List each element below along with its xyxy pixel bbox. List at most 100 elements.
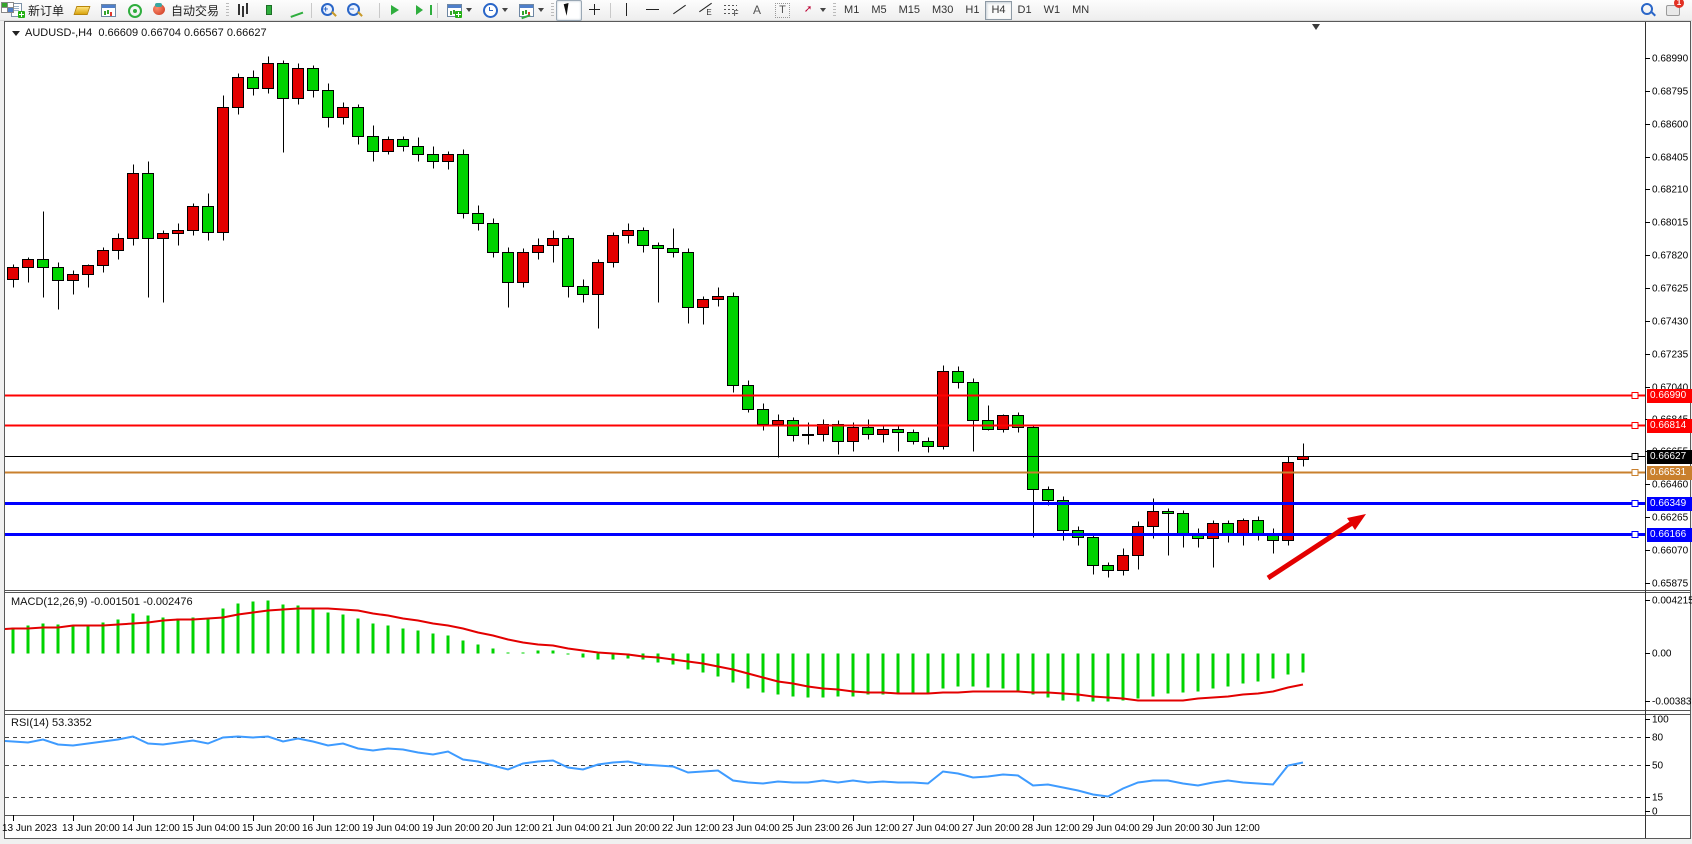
time-tick-label: 30 Jun 12:00 (1202, 823, 1260, 834)
candle (412, 146, 424, 155)
macd-bar (881, 653, 885, 695)
macd-bar (851, 653, 855, 697)
clock-icon (482, 2, 499, 18)
cursor-tool-button[interactable] (556, 0, 583, 21)
autotrading-label: 自动交易 (171, 3, 220, 18)
tile-windows-button[interactable] (1, 0, 377, 21)
macd-bar (791, 653, 795, 697)
time-tick-label: 23 Jun 04:00 (722, 823, 780, 834)
macd-bar (1271, 653, 1275, 679)
time-tick-label: 29 Jun 04:00 (1082, 823, 1140, 834)
hline-tool-button[interactable] (640, 0, 666, 21)
timeframe-M30[interactable]: M30 (932, 3, 954, 16)
macd-bar (1121, 653, 1125, 701)
template-icon (518, 2, 535, 20)
macd-bar (971, 653, 975, 687)
candle (907, 432, 919, 442)
candle (682, 252, 694, 308)
macd-bar (1136, 653, 1140, 699)
candle (427, 154, 439, 162)
zoom-in-button[interactable]: + (315, 0, 341, 21)
time-tick-label: 20 Jun 12:00 (482, 823, 540, 834)
candle (832, 424, 844, 442)
macd-bar (521, 652, 525, 654)
autotrading-button[interactable]: 自动交易 (147, 0, 224, 21)
text-tool-button[interactable]: A (744, 0, 770, 21)
search-button[interactable] (1634, 0, 1660, 21)
macd-bar (1241, 653, 1245, 684)
macd-bar (596, 653, 600, 660)
notifications-button[interactable]: 1 (1660, 0, 1686, 21)
timeframe-H4[interactable]: H4 (985, 0, 1012, 20)
price-tick-label: 0.68795 (1652, 86, 1689, 97)
candle (847, 427, 859, 442)
time-tick-label: 28 Jun 12:00 (1022, 823, 1080, 834)
time-tick-label: 27 Jun 20:00 (962, 823, 1020, 834)
candle (517, 252, 529, 283)
candle (127, 173, 139, 239)
macd-bar (176, 618, 180, 654)
candle (1012, 415, 1024, 428)
price-line-badge: 0.66814 (1647, 418, 1692, 433)
timeframe-M15[interactable]: M15 (898, 3, 920, 16)
time-tick-label: 19 Jun 20:00 (422, 823, 480, 834)
channel-tool-button[interactable]: E (692, 0, 718, 21)
macd-bar (101, 622, 105, 654)
timeframe-D1[interactable]: D1 (1017, 3, 1032, 16)
candle (1177, 513, 1189, 534)
macd-bar (716, 653, 720, 677)
macd-bar (821, 653, 825, 698)
signal-icon (126, 2, 143, 18)
vline-tool-button[interactable] (614, 0, 640, 21)
timeframe-M5[interactable]: M5 (871, 3, 887, 16)
search-icon (1639, 2, 1655, 18)
chart-shift-button[interactable] (409, 0, 435, 21)
timeframe-M1[interactable]: M1 (844, 3, 860, 16)
candle (67, 274, 79, 281)
timeframe-H1[interactable]: H1 (965, 3, 980, 16)
timeframe-MN[interactable]: MN (1072, 3, 1090, 16)
time-tick-label: 15 Jun 20:00 (242, 823, 300, 834)
candle (997, 415, 1009, 430)
price-tick-label: 0.68015 (1652, 217, 1689, 228)
candle (97, 250, 109, 266)
auto-scroll-button[interactable] (383, 0, 409, 21)
arrows-tool-button[interactable]: ➚ (795, 0, 831, 21)
candle (592, 262, 604, 295)
bar-chart-mode-button[interactable] (231, 0, 257, 21)
macd-bar (221, 608, 225, 654)
macd-bar (611, 653, 615, 660)
new-order-button[interactable]: 新订单 (4, 0, 69, 21)
templates-button[interactable] (513, 0, 549, 21)
trend-arrow[interactable] (1266, 514, 1366, 581)
candle-chart-mode-button[interactable] (257, 0, 283, 21)
symbol-dropdown-icon[interactable] (12, 30, 20, 36)
crosshair-tool-button[interactable] (582, 0, 608, 21)
candle (247, 77, 259, 89)
chart-symbol: AUDUSD-,H4 (25, 27, 93, 39)
macd-bar (386, 625, 390, 654)
chart-ohlc: 0.66609 0.66704 0.66567 0.66627 (98, 27, 267, 39)
chart-window-button[interactable] (95, 0, 121, 21)
periods-button[interactable] (477, 0, 513, 21)
signals-button[interactable] (121, 0, 147, 21)
candle (322, 90, 334, 118)
indicators-button[interactable] (441, 0, 477, 21)
rsi-tick-label: 0 (1652, 806, 1658, 817)
candlestick-icon (262, 2, 278, 18)
macd-bar (491, 648, 495, 654)
candle (637, 230, 649, 246)
timeframe-W1[interactable]: W1 (1043, 3, 1061, 16)
price-tick-label: 0.66070 (1652, 545, 1689, 556)
toolbar-handle (226, 3, 230, 17)
rsi-tick-label: 100 (1652, 714, 1669, 725)
candle (1027, 427, 1039, 490)
zoom-out-button[interactable]: − (341, 0, 367, 21)
fibonacci-tool-button[interactable]: F (718, 0, 744, 21)
price-tick-label: 0.68210 (1652, 184, 1689, 195)
price-line-badge: 0.66990 (1647, 388, 1692, 403)
add-indicator-icon (446, 2, 463, 18)
candle (82, 265, 94, 275)
candle (187, 206, 199, 231)
label-tool-button[interactable]: T (770, 0, 795, 21)
